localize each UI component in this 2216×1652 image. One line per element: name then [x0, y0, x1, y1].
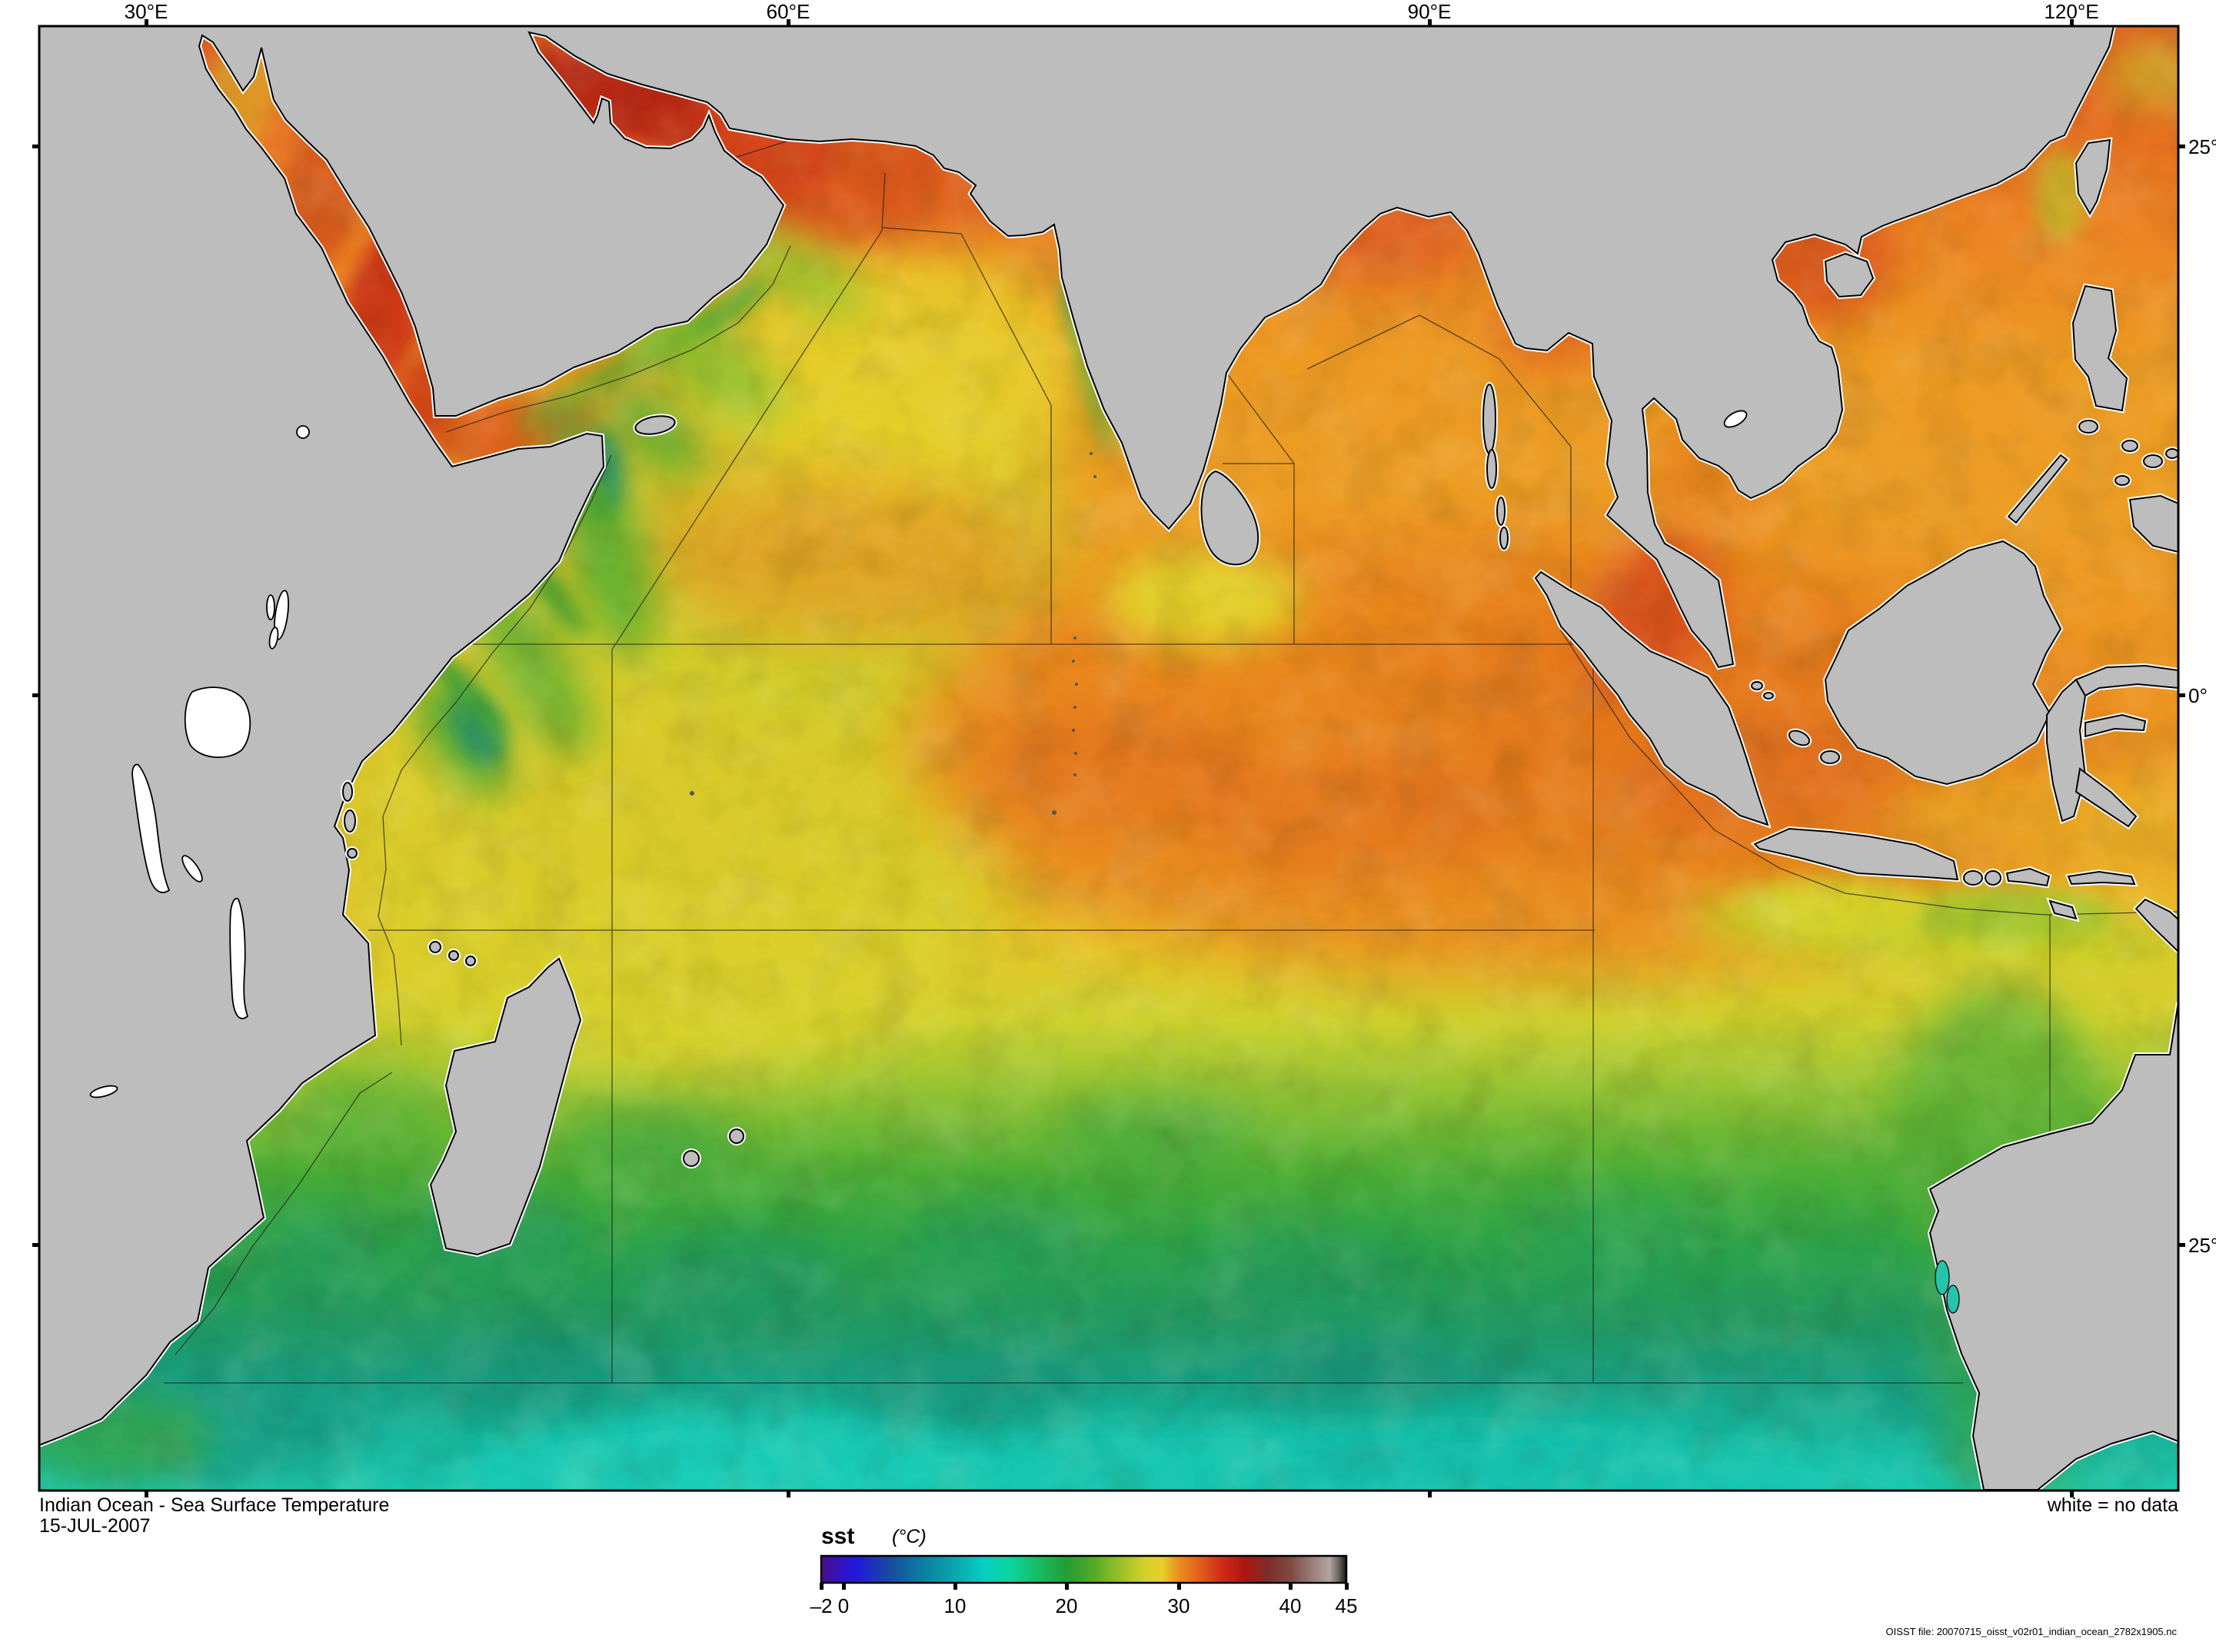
svg-text:40: 40	[1279, 1594, 1302, 1617]
svg-text:white = no data: white = no data	[2047, 1494, 2178, 1516]
svg-text:(°C): (°C)	[892, 1526, 927, 1547]
svg-text:25°: 25°	[2188, 135, 2216, 158]
svg-text:Indian Ocean - Sea Surface Tem: Indian Ocean - Sea Surface Temperature	[39, 1494, 389, 1516]
svg-text:60°E: 60°E	[767, 0, 810, 23]
svg-text:0°: 0°	[2188, 684, 2208, 707]
svg-text:90°E: 90°E	[1408, 0, 1452, 23]
svg-text:sst: sst	[821, 1524, 854, 1549]
svg-text:10: 10	[944, 1594, 967, 1617]
svg-text:45: 45	[1336, 1594, 1358, 1617]
svg-text:15-JUL-2007: 15-JUL-2007	[39, 1515, 151, 1537]
svg-text:120°E: 120°E	[2044, 0, 2098, 23]
svg-text:30: 30	[1168, 1594, 1190, 1617]
svg-text:20: 20	[1056, 1594, 1078, 1617]
svg-text:–2: –2	[810, 1594, 833, 1617]
svg-text:0: 0	[838, 1594, 849, 1617]
svg-text:25°: 25°	[2188, 1234, 2216, 1257]
svg-text:OISST file: 20070715_oisst_v02: OISST file: 20070715_oisst_v02r01_indian…	[1886, 1626, 2178, 1637]
svg-text:30°E: 30°E	[125, 0, 168, 23]
